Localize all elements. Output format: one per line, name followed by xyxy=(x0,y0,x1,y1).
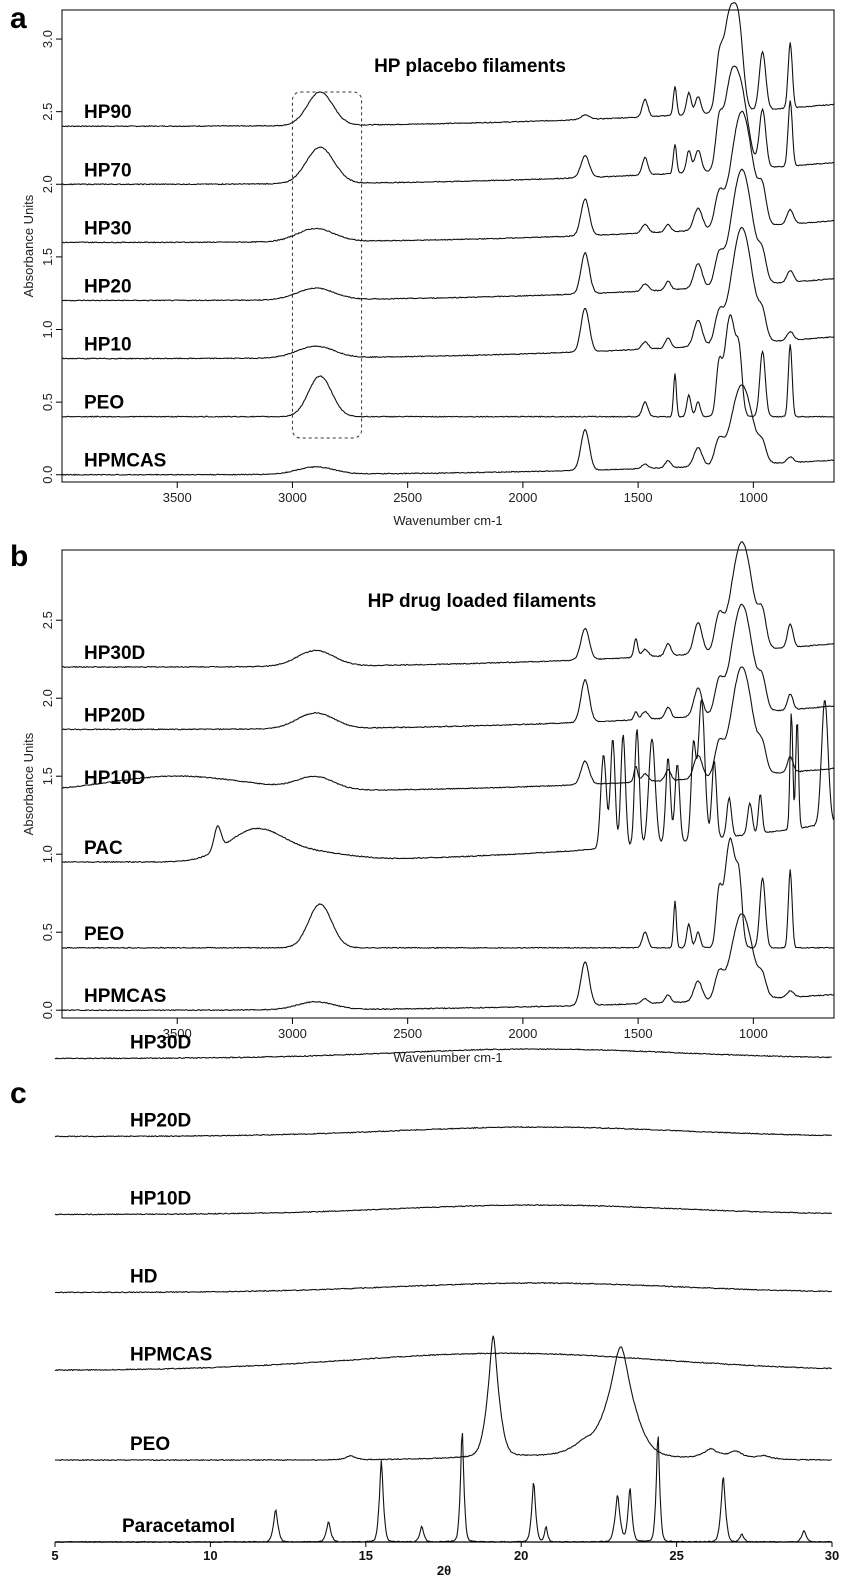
y-axis-label: Absorbance Units xyxy=(21,732,36,835)
diffractogram-hpmcas xyxy=(54,1352,832,1372)
x-tick-label: 3000 xyxy=(278,1026,307,1041)
trace-label-peo: PEO xyxy=(130,1434,170,1455)
trace-label-peo: PEO xyxy=(84,924,124,945)
trace-label-hp10d: HP10D xyxy=(130,1188,191,1209)
trace-label-hp30: HP30 xyxy=(84,218,132,239)
x-axis-label: Wavenumber cm-1 xyxy=(393,513,502,528)
y-tick-label: 3.0 xyxy=(40,30,55,48)
x-axis-label: 2θ xyxy=(437,1563,451,1578)
y-tick-label: 1.5 xyxy=(40,767,55,785)
y-tick-label: 0.5 xyxy=(40,393,55,411)
y-tick-label: 0.5 xyxy=(40,923,55,941)
x-tick-label: 2500 xyxy=(393,1026,422,1041)
diffractogram-hp30d xyxy=(54,1047,832,1060)
trace-label-peo: PEO xyxy=(84,393,124,414)
x-tick-label: 3000 xyxy=(278,490,307,505)
x-tick-label: 5 xyxy=(51,1548,58,1563)
spectrum-hp70 xyxy=(61,65,834,186)
trace-label-hpmcas: HPMCAS xyxy=(84,986,166,1007)
panel-letter: b xyxy=(10,540,28,573)
y-tick-label: 1.0 xyxy=(40,845,55,863)
plot-frame xyxy=(61,9,835,483)
x-tick-label: 1500 xyxy=(624,1026,653,1041)
x-tick-label: 2000 xyxy=(508,490,537,505)
spectrum-hp10 xyxy=(61,226,834,360)
trace-label-hpmcas: HPMCAS xyxy=(84,451,166,472)
spectrum-hp20 xyxy=(61,168,834,302)
spectrum-hp30 xyxy=(61,110,834,244)
axes-layer: 3500 3000 2500 2000 1500 1000 0.0 0.5 1.0 1.5 2.0 2… xyxy=(40,30,768,505)
highlight-box xyxy=(291,91,363,439)
trace-label-hp10d: HP10D xyxy=(84,768,145,789)
x-tick-label: 2000 xyxy=(508,1026,537,1041)
trace-label-paracetamol: Paracetamol xyxy=(122,1516,235,1537)
spectrum-hp90 xyxy=(61,2,834,128)
spectrum-hpmcas xyxy=(61,384,834,476)
spectrum-hpmcas xyxy=(61,913,834,1012)
diffractogram-hp10d xyxy=(54,1203,833,1216)
y-tick-label: 2.0 xyxy=(40,689,55,707)
x-tick-label: 15 xyxy=(359,1548,373,1563)
panel-letter: a xyxy=(10,2,27,35)
y-tick-label: 2.5 xyxy=(40,103,55,121)
x-tick-label: 30 xyxy=(825,1548,839,1563)
x-axis-label: Wavenumber cm-1 xyxy=(393,1050,502,1065)
trace-labels-layer: HP30D HP20D HP10D HD HPMCAS PEO Paracetamol xyxy=(122,1032,235,1537)
trace-label-hp20d: HP20D xyxy=(84,705,145,726)
y-tick-label: 2.5 xyxy=(40,611,55,629)
x-tick-label: 10 xyxy=(203,1548,217,1563)
trace-label-pac: PAC xyxy=(84,838,123,859)
diffractogram-peo xyxy=(55,1335,832,1462)
diffractogram-hp20d xyxy=(54,1125,832,1138)
x-tick-label: 3500 xyxy=(163,1026,192,1041)
trace-labels-layer: HP30D HP20D HP10D PAC PEO HPMCAS xyxy=(84,643,166,1007)
y-tick-label: 0.0 xyxy=(40,1001,55,1019)
spectrum-peo xyxy=(61,836,834,950)
trace-label-hp20: HP20 xyxy=(84,276,132,297)
trace-label-hp10: HP10 xyxy=(84,335,132,356)
spectra-layer xyxy=(61,2,834,476)
diffractograms-layer xyxy=(54,1047,833,1544)
x-tick-label: 2500 xyxy=(393,490,422,505)
trace-label-hp20d: HP20D xyxy=(130,1110,191,1131)
plot-frame xyxy=(61,549,835,1019)
y-tick-label: 0.0 xyxy=(40,466,55,484)
x-tick-label: 1000 xyxy=(739,490,768,505)
trace-label-hp30d: HP30D xyxy=(84,643,145,664)
spectrum-peo xyxy=(62,313,834,418)
x-tick-label: 25 xyxy=(669,1548,683,1563)
chart-title: HP placebo filaments xyxy=(374,56,566,77)
panel-c-xrd: c HP30DHP20DHP10DHDHPMCASPEOParacetamol … xyxy=(10,1032,839,1578)
trace-label-hd: HD xyxy=(130,1266,157,1287)
panel-letter: c xyxy=(10,1077,27,1110)
trace-label-hp70: HP70 xyxy=(84,160,132,181)
trace-label-hp90: HP90 xyxy=(84,102,132,123)
panel-b-ir-drug-loaded: b HP drug loaded filaments 3500 3000 2500 2… xyxy=(10,540,835,1065)
spectrum-hp20d xyxy=(62,603,834,731)
y-tick-label: 1.5 xyxy=(40,248,55,266)
y-tick-label: 1.0 xyxy=(40,320,55,338)
panel-a-ir-placebo: a HP placebo filaments 3500 3000 2500 2000 1… xyxy=(10,2,835,528)
spectra-layer xyxy=(61,541,835,1012)
y-axis-label: Absorbance Units xyxy=(21,194,36,297)
x-axis: 5 10 15 20 25 30 xyxy=(51,1541,839,1563)
chart-title: HP drug loaded filaments xyxy=(368,591,597,612)
x-tick-label: 1500 xyxy=(624,490,653,505)
diffractogram-hd xyxy=(55,1281,833,1294)
x-tick-label: 20 xyxy=(514,1548,528,1563)
x-tick-label: 1000 xyxy=(739,1026,768,1041)
trace-label-hpmcas: HPMCAS xyxy=(130,1344,212,1365)
y-tick-label: 2.0 xyxy=(40,175,55,193)
spectrum-pac xyxy=(61,699,835,864)
axes-layer: 3500 3000 2500 2000 1500 1000 0.0 0.5 1.0 1.5 2.0 2… xyxy=(40,611,768,1041)
spectrum-hp30d xyxy=(61,541,834,669)
trace-label-hp30d: HP30D xyxy=(130,1032,191,1053)
x-tick-label: 3500 xyxy=(163,490,192,505)
trace-labels-layer: HP90 HP70 HP30 HP20 HP10 PEO HPMCAS xyxy=(84,102,166,472)
